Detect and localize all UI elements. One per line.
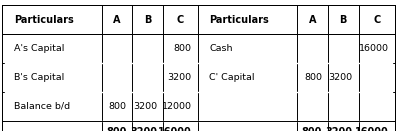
Text: B: B bbox=[339, 15, 347, 25]
Text: Balance b/d: Balance b/d bbox=[14, 102, 70, 111]
Text: 3200: 3200 bbox=[168, 73, 192, 82]
Text: 800: 800 bbox=[304, 73, 322, 82]
Text: C: C bbox=[373, 15, 380, 25]
Text: C' Capital: C' Capital bbox=[210, 73, 255, 82]
Text: 800: 800 bbox=[173, 44, 192, 53]
Text: 800: 800 bbox=[108, 102, 126, 111]
Text: Cash: Cash bbox=[210, 44, 233, 53]
Text: 16000: 16000 bbox=[158, 127, 192, 131]
Text: 12000: 12000 bbox=[162, 102, 192, 111]
Text: Particulars: Particulars bbox=[210, 15, 269, 25]
Text: 800: 800 bbox=[106, 127, 126, 131]
Text: 800: 800 bbox=[302, 127, 322, 131]
Text: 3200: 3200 bbox=[130, 127, 157, 131]
Text: B's Capital: B's Capital bbox=[14, 73, 64, 82]
Text: Particulars: Particulars bbox=[14, 15, 74, 25]
Text: C: C bbox=[177, 15, 184, 25]
Text: A: A bbox=[309, 15, 316, 25]
Text: B: B bbox=[144, 15, 151, 25]
Text: 16000: 16000 bbox=[355, 127, 389, 131]
Text: 3200: 3200 bbox=[328, 73, 353, 82]
Text: A: A bbox=[113, 15, 121, 25]
Text: A's Capital: A's Capital bbox=[14, 44, 64, 53]
Text: 16000: 16000 bbox=[359, 44, 389, 53]
Text: 3200: 3200 bbox=[326, 127, 353, 131]
Text: 3200: 3200 bbox=[133, 102, 157, 111]
